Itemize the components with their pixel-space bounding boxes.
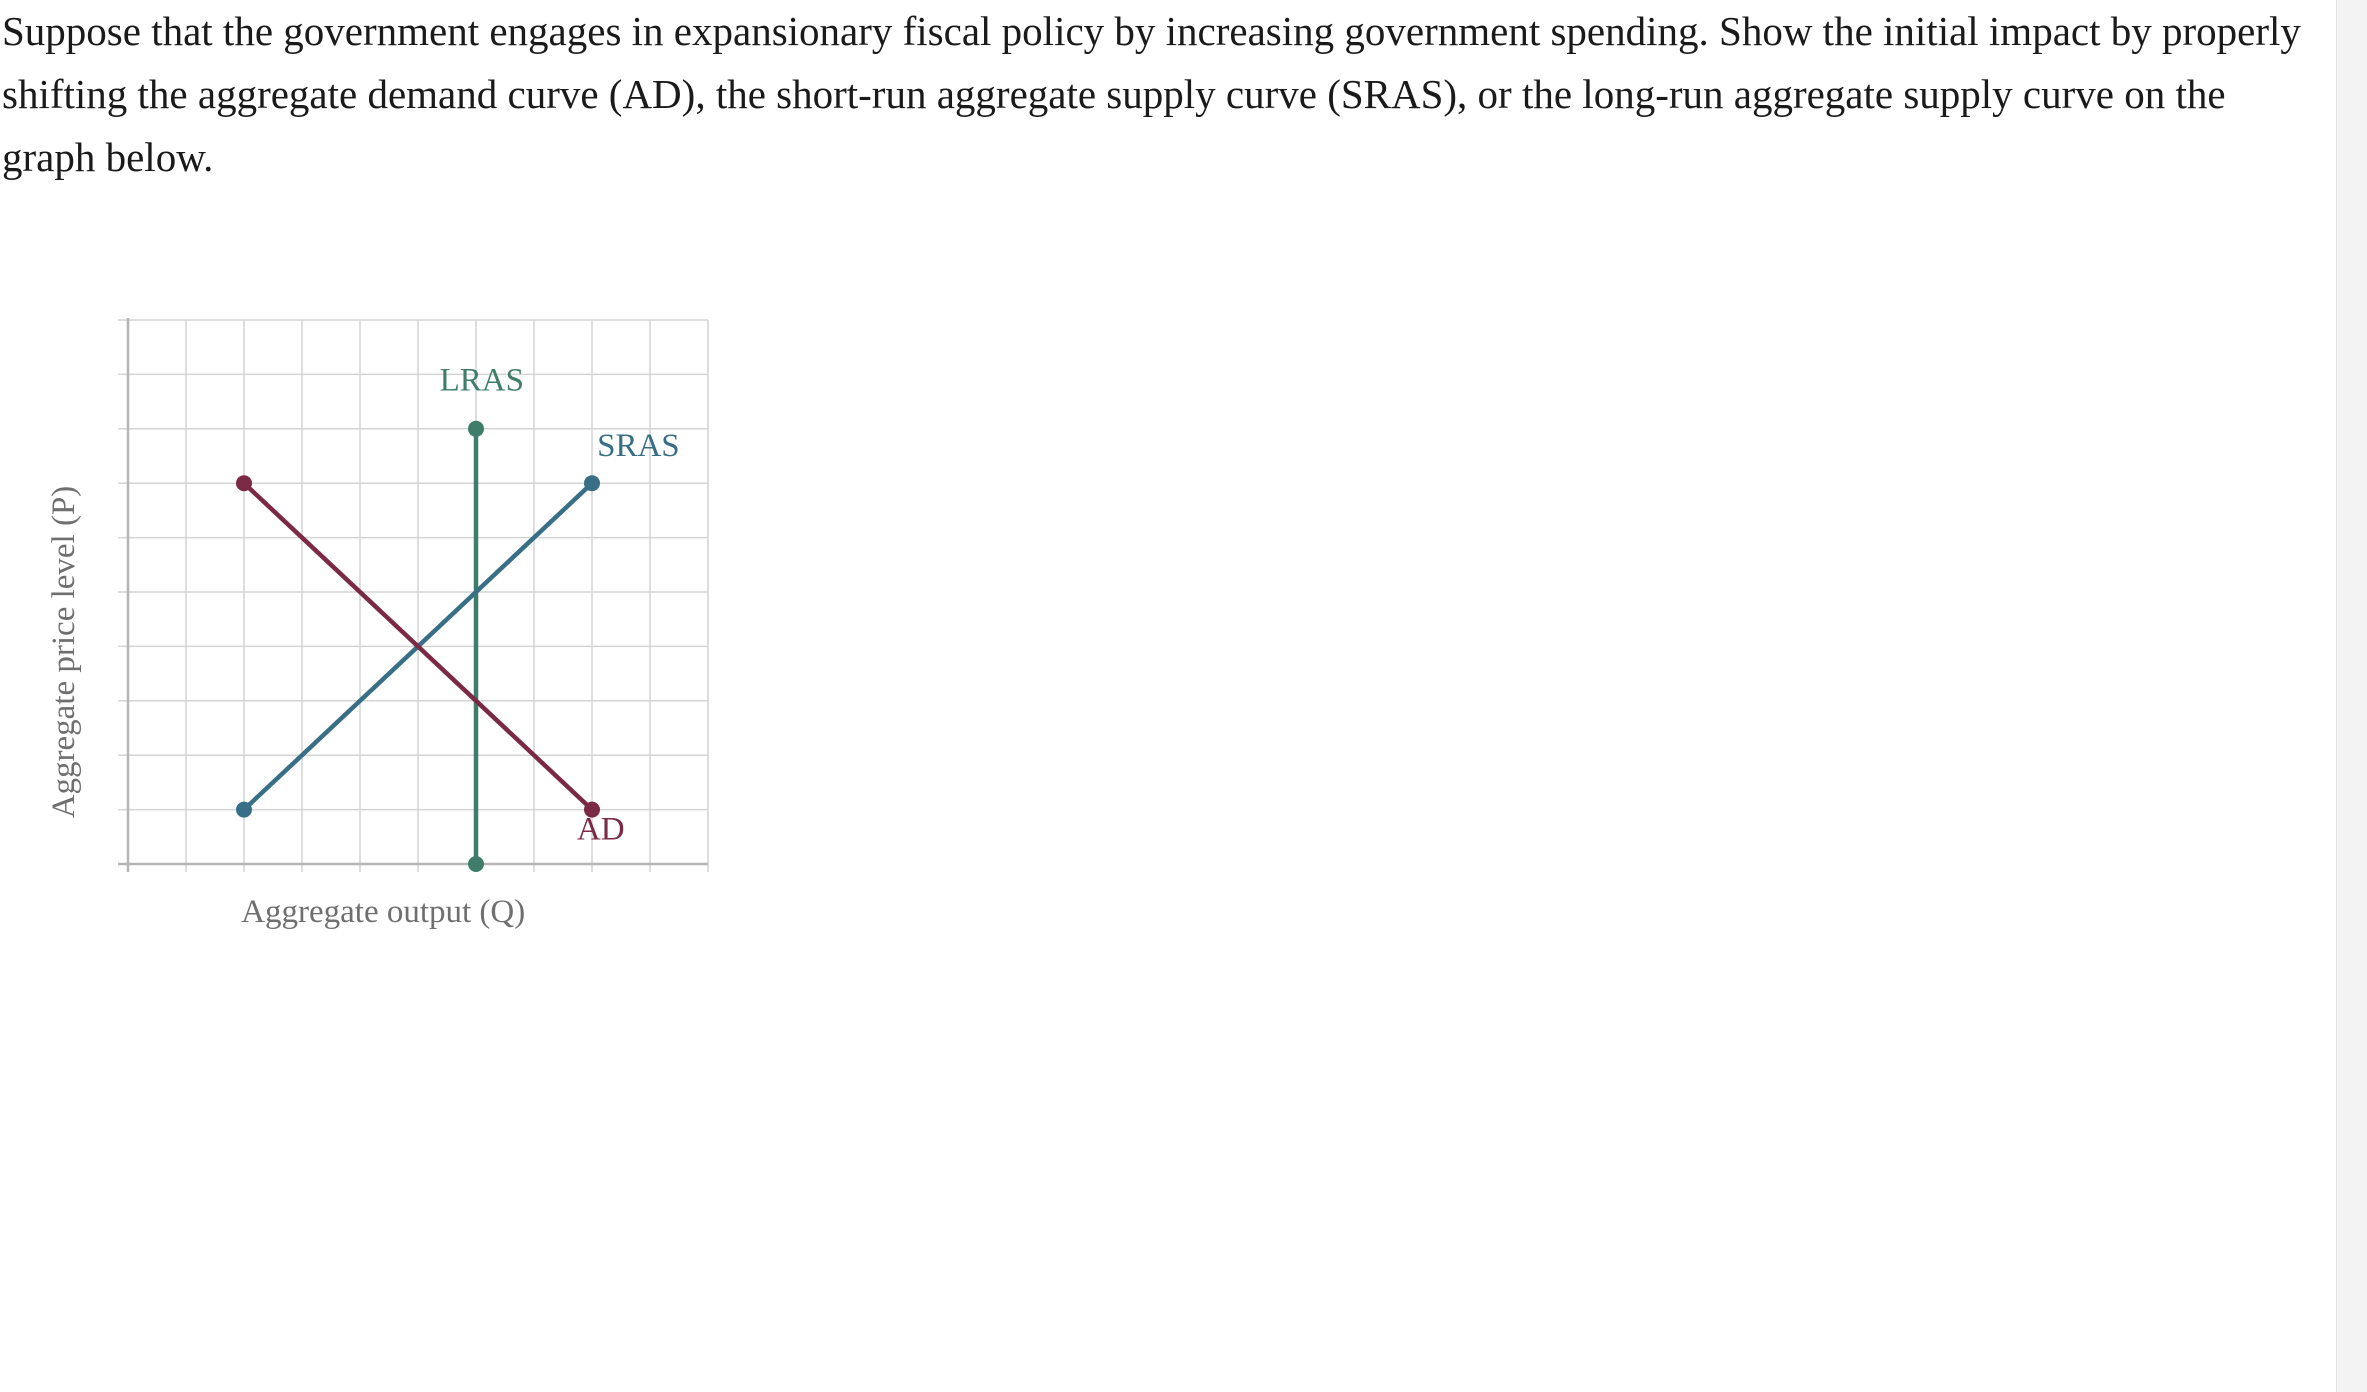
ad-label: AD [577,812,625,848]
ad-handle-1[interactable] [236,475,252,492]
y-axis-label: Aggregate price level (P) [46,486,82,819]
vertical-scrollbar[interactable] [2336,0,2367,1392]
sras-handle-1[interactable] [236,801,252,818]
ad-handle-2[interactable] [584,801,600,818]
lras-handle-1[interactable] [468,420,484,437]
curves[interactable]: LRAS SRAS AD [236,363,680,872]
lras-curve[interactable]: LRAS [440,363,524,872]
graph-canvas[interactable]: LRAS SRAS AD Aggregate price level (P) Agg… [46,300,1100,1390]
ad-curve[interactable]: AD [236,475,625,848]
axes [118,318,708,872]
sras-label: SRAS [597,428,680,464]
ad-line[interactable] [242,481,594,812]
x-axis-label: Aggregate output (Q) [241,894,525,930]
question-text: Suppose that the government engages in e… [2,8,2301,180]
lras-label: LRAS [440,363,524,399]
ad-as-graph: LRAS SRAS AD Aggregate price level (P) Agg… [46,318,1100,1390]
lras-handle-2[interactable] [468,856,484,872]
sras-handle-2[interactable] [584,475,600,492]
grid [118,319,709,872]
